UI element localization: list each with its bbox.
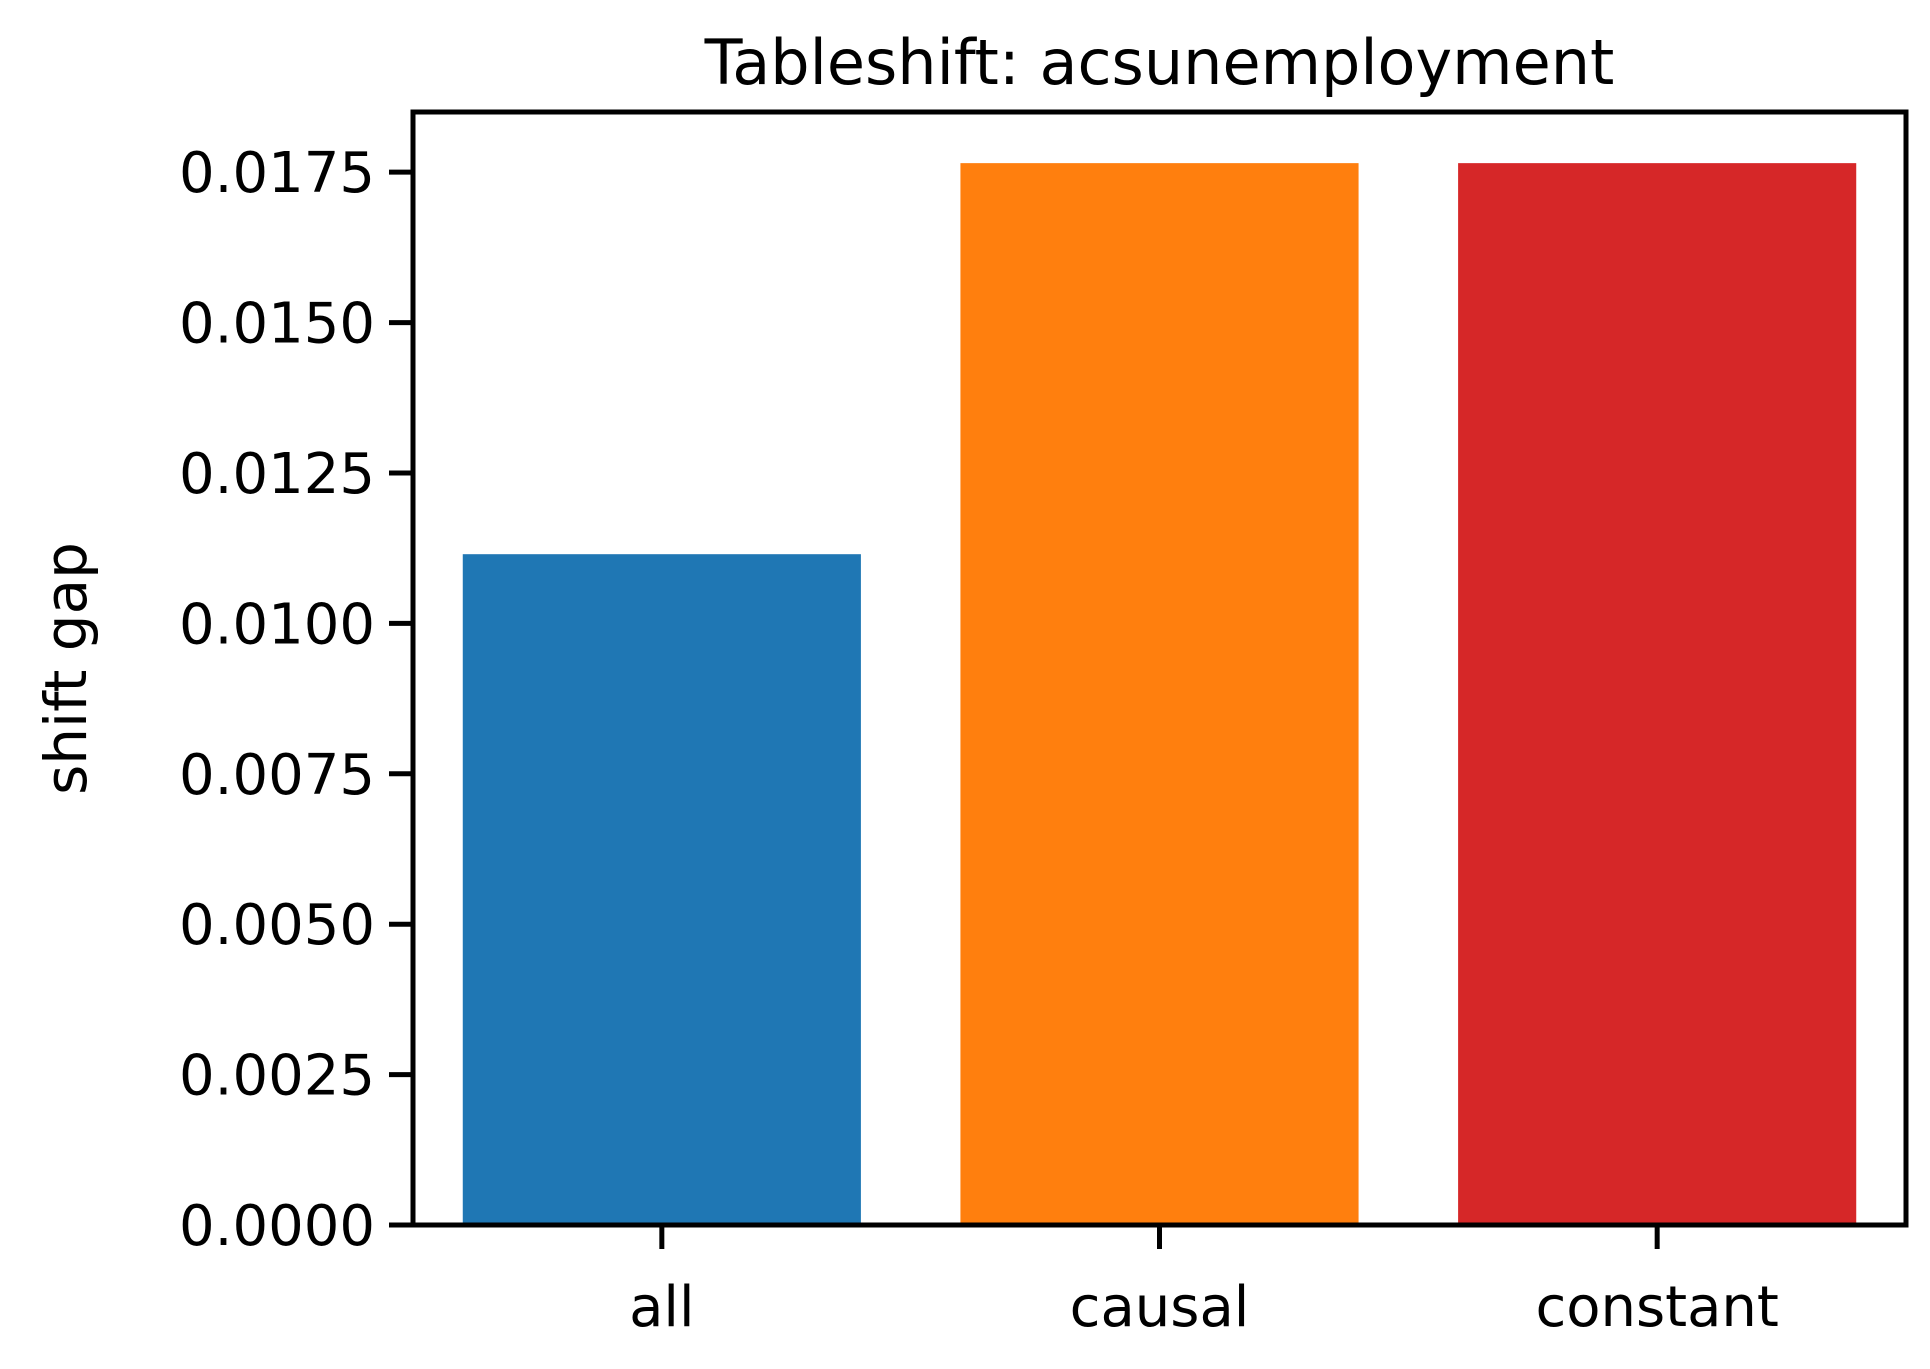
y-tick-label: 0.0025 xyxy=(179,1044,375,1109)
y-tick-label: 0.0075 xyxy=(179,743,375,808)
bar-all xyxy=(462,554,861,1225)
y-tick-label: 0.0000 xyxy=(179,1194,375,1259)
x-tick-label: causal xyxy=(1070,1275,1250,1340)
y-axis-ticks: 0.0000 0.0025 0.0050 0.0075 0.0100 0.0125 0.01… xyxy=(179,141,413,1259)
bar-causal xyxy=(960,163,1359,1226)
y-tick-label: 0.0150 xyxy=(179,292,375,357)
x-tick-label: constant xyxy=(1535,1275,1778,1340)
bar-constant xyxy=(1458,163,1857,1226)
y-tick-label: 0.0175 xyxy=(179,141,375,206)
y-axis-label: shift gap xyxy=(32,542,100,795)
x-axis-ticks: all causal constant xyxy=(629,1225,1779,1340)
chart-title: Tableshift: acsunemployment xyxy=(704,26,1615,99)
y-tick-label: 0.0100 xyxy=(179,592,375,657)
y-tick-label: 0.0125 xyxy=(179,442,375,507)
y-tick-label: 0.0050 xyxy=(179,893,375,958)
bars-group xyxy=(462,163,1857,1226)
x-tick-label: all xyxy=(629,1275,694,1340)
